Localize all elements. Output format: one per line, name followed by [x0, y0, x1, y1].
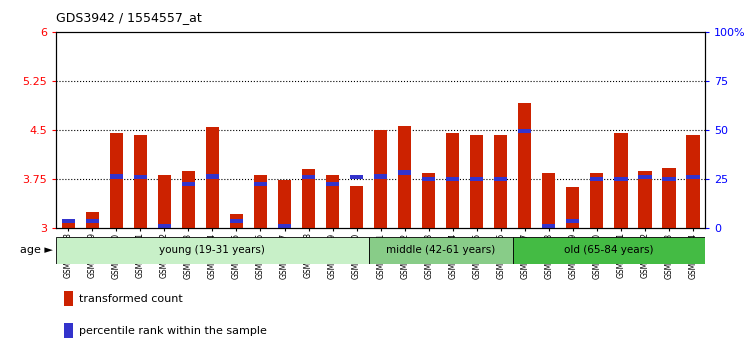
- Bar: [110, 174, 123, 178]
- Bar: [278, 224, 291, 228]
- Bar: [638, 175, 652, 179]
- Text: transformed count: transformed count: [80, 294, 183, 304]
- Text: middle (42-61 years): middle (42-61 years): [386, 245, 495, 256]
- Bar: [86, 212, 99, 228]
- Bar: [350, 175, 363, 179]
- Text: GDS3942 / 1554557_at: GDS3942 / 1554557_at: [56, 11, 202, 24]
- Bar: [686, 175, 700, 179]
- Bar: [158, 224, 171, 228]
- Bar: [470, 135, 483, 228]
- Bar: [182, 182, 195, 186]
- Bar: [206, 127, 219, 228]
- Bar: [662, 168, 676, 228]
- Bar: [302, 170, 315, 228]
- Bar: [446, 133, 459, 228]
- Bar: [182, 171, 195, 228]
- Bar: [86, 219, 99, 223]
- Bar: [230, 214, 243, 228]
- Bar: [590, 173, 604, 228]
- Bar: [470, 177, 483, 181]
- Bar: [518, 103, 532, 228]
- Bar: [302, 175, 315, 179]
- Bar: [446, 177, 459, 181]
- Bar: [513, 237, 705, 264]
- Bar: [374, 174, 387, 178]
- Bar: [422, 173, 435, 228]
- Bar: [254, 175, 267, 228]
- Bar: [134, 175, 147, 179]
- Bar: [494, 177, 507, 181]
- Bar: [62, 222, 75, 228]
- Bar: [590, 177, 604, 181]
- Text: young (19-31 years): young (19-31 years): [160, 245, 266, 256]
- Bar: [206, 174, 219, 178]
- Bar: [110, 133, 123, 228]
- Bar: [62, 219, 75, 223]
- Bar: [494, 135, 507, 228]
- Bar: [614, 133, 628, 228]
- Bar: [638, 171, 652, 228]
- Bar: [542, 173, 556, 228]
- Text: age ►: age ►: [20, 245, 53, 256]
- Bar: [254, 182, 267, 186]
- Bar: [614, 177, 628, 181]
- Bar: [158, 175, 171, 228]
- Bar: [662, 177, 676, 181]
- Bar: [566, 219, 580, 223]
- Bar: [134, 135, 147, 228]
- Bar: [326, 175, 339, 228]
- Bar: [350, 186, 363, 228]
- Bar: [368, 237, 513, 264]
- Bar: [374, 130, 387, 228]
- Bar: [686, 135, 700, 228]
- Bar: [422, 177, 435, 181]
- Bar: [56, 237, 368, 264]
- Bar: [398, 170, 411, 175]
- Bar: [398, 126, 411, 228]
- Text: old (65-84 years): old (65-84 years): [564, 245, 654, 256]
- Bar: [230, 219, 243, 223]
- Bar: [326, 182, 339, 186]
- Bar: [566, 187, 580, 228]
- Bar: [518, 129, 532, 133]
- Text: percentile rank within the sample: percentile rank within the sample: [80, 326, 267, 336]
- Bar: [278, 180, 291, 228]
- Bar: [542, 224, 556, 228]
